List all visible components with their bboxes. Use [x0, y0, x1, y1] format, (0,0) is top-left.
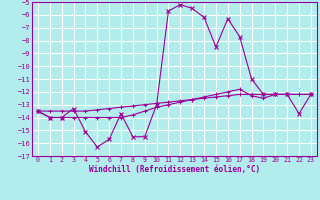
X-axis label: Windchill (Refroidissement éolien,°C): Windchill (Refroidissement éolien,°C): [89, 165, 260, 174]
